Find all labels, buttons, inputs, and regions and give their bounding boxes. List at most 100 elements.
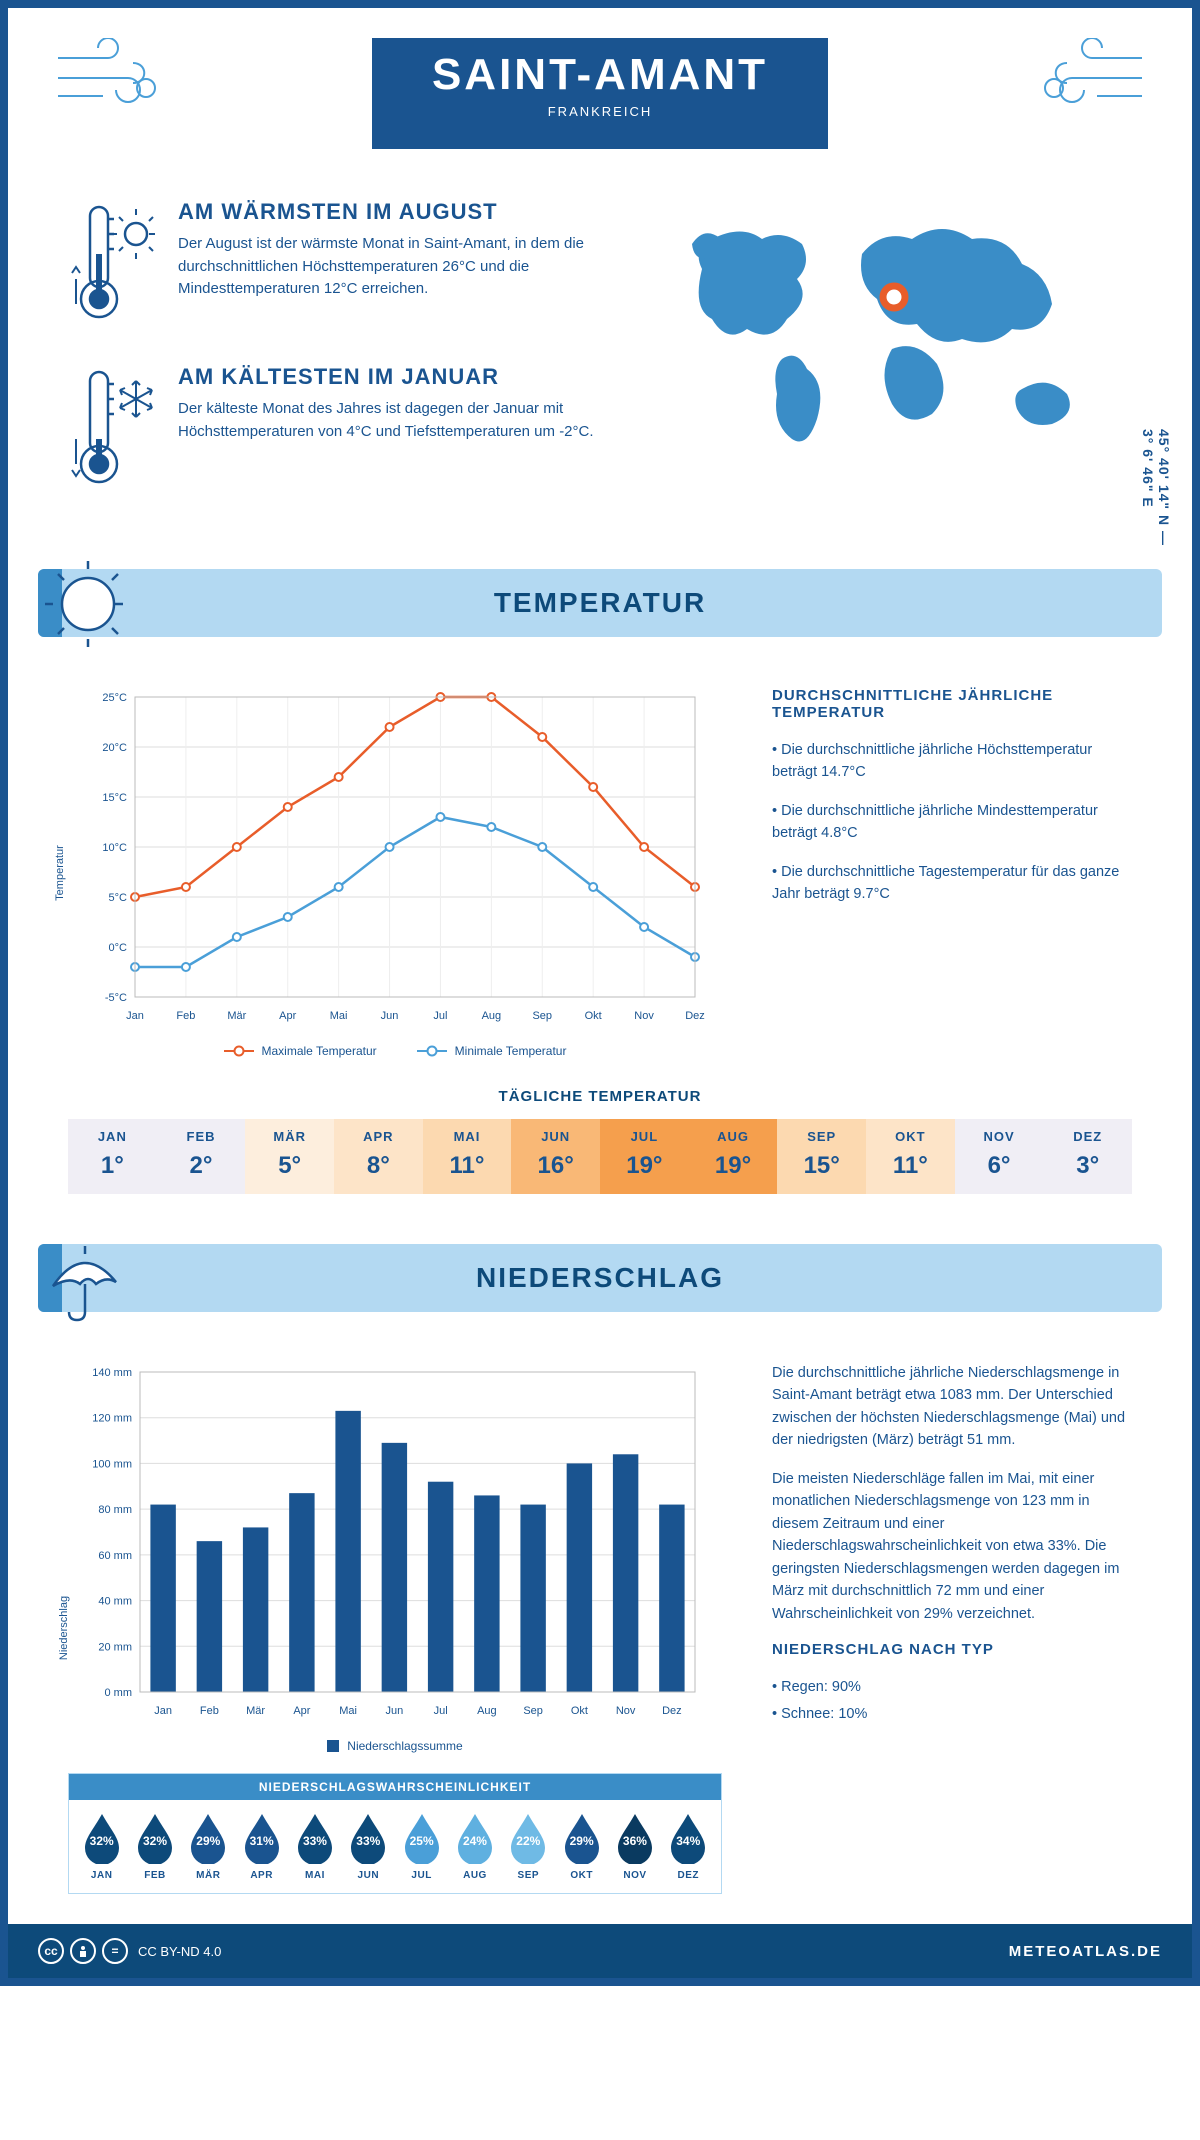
page-title: SAINT-AMANT bbox=[432, 50, 768, 100]
cc-icon: cc bbox=[38, 1938, 64, 1964]
daily-temp-cell: MÄR5° bbox=[245, 1119, 334, 1194]
svg-text:Feb: Feb bbox=[200, 1705, 219, 1717]
svg-text:25°C: 25°C bbox=[102, 692, 127, 704]
daily-temp-cell: SEP15° bbox=[777, 1119, 866, 1194]
coldest-block: AM KÄLTESTEN IM JANUAR Der kälteste Mona… bbox=[68, 364, 612, 499]
precipitation-summary: Die durchschnittliche jährliche Niedersc… bbox=[772, 1362, 1132, 1894]
svg-text:Jul: Jul bbox=[434, 1705, 448, 1717]
svg-text:0 mm: 0 mm bbox=[105, 1687, 133, 1699]
svg-text:40 mm: 40 mm bbox=[98, 1596, 132, 1608]
svg-text:Aug: Aug bbox=[482, 1010, 502, 1022]
daily-temp-cell: APR8° bbox=[334, 1119, 423, 1194]
svg-text:20°C: 20°C bbox=[102, 742, 127, 754]
daily-temp-cell: NOV6° bbox=[955, 1119, 1044, 1194]
temperature-line-chart: -5°C 0°C 5°C 10°C 15°C 20°C 25°C Jan Feb Mär Apr Ma… bbox=[68, 687, 722, 1027]
prob-cell: 25%JUL bbox=[397, 1812, 446, 1881]
daily-temp-cell: FEB2° bbox=[157, 1119, 246, 1194]
svg-text:5°C: 5°C bbox=[109, 892, 128, 904]
license: cc = CC BY-ND 4.0 bbox=[38, 1938, 221, 1964]
svg-text:Apr: Apr bbox=[293, 1705, 310, 1717]
prob-cell: 32%JAN bbox=[77, 1812, 126, 1881]
footer: cc = CC BY-ND 4.0 METEOATLAS.DE bbox=[8, 1924, 1192, 1978]
precipitation-chart-row: Niederschlag 0 mm20 mm40 mm60 mm80 mm100… bbox=[8, 1332, 1192, 1924]
temp-y-axis-label: Temperatur bbox=[54, 845, 66, 901]
wind-icon bbox=[48, 38, 168, 118]
temperature-summary: DURCHSCHNITTLICHE JÄHRLICHE TEMPERATUR •… bbox=[772, 687, 1132, 1058]
precipitation-legend: Niederschlagssumme bbox=[68, 1739, 722, 1753]
svg-text:Jun: Jun bbox=[386, 1705, 404, 1717]
prob-heading: NIEDERSCHLAGSWAHRSCHEINLICHKEIT bbox=[69, 1774, 721, 1800]
umbrella-icon bbox=[38, 1234, 128, 1324]
precipitation-probability: NIEDERSCHLAGSWAHRSCHEINLICHKEIT 32%JAN32… bbox=[68, 1773, 722, 1894]
prob-cell: 22%SEP bbox=[504, 1812, 553, 1881]
svg-text:Mai: Mai bbox=[330, 1010, 348, 1022]
temperature-legend: Maximale Temperatur Minimale Temperatur bbox=[68, 1044, 722, 1058]
daily-temp-cell: JUN16° bbox=[511, 1119, 600, 1194]
svg-text:10°C: 10°C bbox=[102, 842, 127, 854]
prob-cell: 33%MAI bbox=[290, 1812, 339, 1881]
svg-text:Jul: Jul bbox=[433, 1010, 447, 1022]
svg-text:100 mm: 100 mm bbox=[92, 1458, 132, 1470]
svg-text:0°C: 0°C bbox=[109, 942, 128, 954]
svg-text:Sep: Sep bbox=[532, 1010, 552, 1022]
brand-name: METEOATLAS.DE bbox=[1009, 1943, 1162, 1960]
coldest-heading: AM KÄLTESTEN IM JANUAR bbox=[178, 364, 598, 390]
svg-text:-5°C: -5°C bbox=[105, 992, 127, 1004]
temperature-banner: TEMPERATUR bbox=[38, 569, 1162, 637]
svg-text:Mai: Mai bbox=[339, 1705, 357, 1717]
warmest-text: Der August ist der wärmste Monat in Sain… bbox=[178, 233, 598, 301]
svg-text:80 mm: 80 mm bbox=[98, 1504, 132, 1516]
wind-icon bbox=[1032, 38, 1152, 118]
svg-text:Aug: Aug bbox=[477, 1705, 497, 1717]
page-subtitle: FRANKREICH bbox=[432, 104, 768, 119]
nd-icon: = bbox=[102, 1938, 128, 1964]
precipitation-heading: NIEDERSCHLAG bbox=[38, 1262, 1162, 1294]
prob-cell: 36%NOV bbox=[610, 1812, 659, 1881]
precipitation-banner: NIEDERSCHLAG bbox=[38, 1244, 1162, 1312]
warmest-heading: AM WÄRMSTEN IM AUGUST bbox=[178, 199, 598, 225]
temperature-heading: TEMPERATUR bbox=[38, 587, 1162, 619]
svg-text:Jan: Jan bbox=[126, 1010, 144, 1022]
svg-text:Okt: Okt bbox=[585, 1010, 602, 1022]
svg-text:Sep: Sep bbox=[523, 1705, 543, 1717]
svg-text:Dez: Dez bbox=[662, 1705, 682, 1717]
prob-cell: 31%APR bbox=[237, 1812, 286, 1881]
daily-temp-heading: TÄGLICHE TEMPERATUR bbox=[68, 1088, 1132, 1105]
prob-cell: 34%DEZ bbox=[664, 1812, 713, 1881]
daily-temp-cell: JAN1° bbox=[68, 1119, 157, 1194]
svg-text:Nov: Nov bbox=[634, 1010, 654, 1022]
svg-text:Mär: Mär bbox=[227, 1010, 246, 1022]
svg-text:120 mm: 120 mm bbox=[92, 1413, 132, 1425]
svg-text:Mär: Mär bbox=[246, 1705, 265, 1717]
info-row: AM WÄRMSTEN IM AUGUST Der August ist der… bbox=[8, 169, 1192, 549]
temp-summary-heading: DURCHSCHNITTLICHE JÄHRLICHE TEMPERATUR bbox=[772, 687, 1132, 721]
thermometer-cold-icon bbox=[68, 364, 158, 499]
sun-icon bbox=[38, 559, 128, 649]
svg-text:Dez: Dez bbox=[685, 1010, 705, 1022]
header: SAINT-AMANT FRANKREICH bbox=[8, 8, 1192, 169]
svg-text:Apr: Apr bbox=[279, 1010, 296, 1022]
by-icon bbox=[70, 1938, 96, 1964]
svg-text:Okt: Okt bbox=[571, 1705, 588, 1717]
coldest-text: Der kälteste Monat des Jahres ist dagege… bbox=[178, 398, 598, 443]
svg-text:15°C: 15°C bbox=[102, 792, 127, 804]
svg-text:20 mm: 20 mm bbox=[98, 1641, 132, 1653]
svg-text:140 mm: 140 mm bbox=[92, 1367, 132, 1379]
precipitation-bar-chart: 0 mm20 mm40 mm60 mm80 mm100 mm120 mm140 … bbox=[68, 1362, 722, 1722]
thermometer-hot-icon bbox=[68, 199, 158, 334]
prob-cell: 33%JUN bbox=[344, 1812, 393, 1881]
daily-temp-cell: DEZ3° bbox=[1043, 1119, 1132, 1194]
prob-cell: 29%MÄR bbox=[184, 1812, 233, 1881]
svg-text:Jan: Jan bbox=[154, 1705, 172, 1717]
prob-cell: 24%AUG bbox=[450, 1812, 499, 1881]
precip-type-heading: NIEDERSCHLAG NACH TYP bbox=[772, 1641, 1132, 1658]
daily-temp-cell: OKT11° bbox=[866, 1119, 955, 1194]
daily-temp-cell: JUL19° bbox=[600, 1119, 689, 1194]
svg-text:Nov: Nov bbox=[616, 1705, 636, 1717]
daily-temp-cell: AUG19° bbox=[689, 1119, 778, 1194]
svg-text:Feb: Feb bbox=[176, 1010, 195, 1022]
title-banner: SAINT-AMANT FRANKREICH bbox=[372, 38, 828, 149]
precip-y-axis-label: Niederschlag bbox=[58, 1596, 70, 1660]
daily-temperature: TÄGLICHE TEMPERATUR JAN1°FEB2°MÄR5°APR8°… bbox=[8, 1088, 1192, 1224]
world-map bbox=[652, 199, 1132, 529]
